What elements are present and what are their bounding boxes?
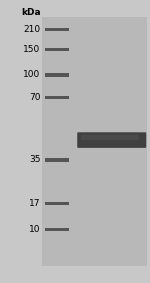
Text: 70: 70 [29, 93, 40, 102]
FancyBboxPatch shape [45, 48, 69, 51]
FancyBboxPatch shape [45, 202, 69, 205]
Text: 10: 10 [29, 225, 40, 234]
Text: 35: 35 [29, 155, 40, 164]
Text: 100: 100 [23, 70, 40, 80]
FancyBboxPatch shape [45, 158, 69, 162]
Text: kDa: kDa [21, 8, 40, 17]
Text: 210: 210 [23, 25, 40, 34]
Text: 150: 150 [23, 45, 40, 54]
FancyBboxPatch shape [45, 228, 69, 231]
FancyBboxPatch shape [45, 28, 69, 31]
FancyBboxPatch shape [77, 132, 146, 148]
FancyBboxPatch shape [42, 17, 147, 266]
FancyBboxPatch shape [81, 134, 139, 140]
FancyBboxPatch shape [45, 96, 69, 99]
Text: 17: 17 [29, 199, 40, 208]
FancyBboxPatch shape [45, 73, 69, 77]
